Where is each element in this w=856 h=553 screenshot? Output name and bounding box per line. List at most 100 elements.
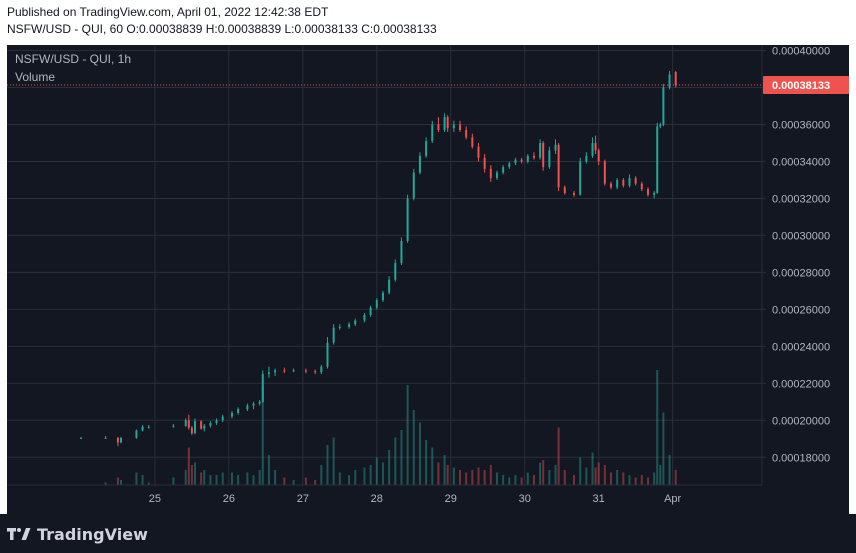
volume-bar	[640, 475, 643, 485]
candle-body	[653, 192, 656, 195]
volume-bar	[502, 475, 505, 485]
volume-bar	[141, 475, 144, 485]
volume-bar	[104, 482, 107, 485]
volume-bar	[646, 477, 649, 485]
volume-bar	[532, 475, 535, 485]
snapshot-header: Published on TradingView.com, April 01, …	[0, 0, 856, 44]
volume-bar	[388, 450, 391, 485]
price-tick-label: 0.00030000	[772, 230, 830, 242]
candle-body	[539, 142, 542, 158]
volume-bar	[394, 437, 397, 485]
price-tick-label: 0.00018000	[772, 452, 830, 464]
candle-body	[314, 371, 317, 373]
volume-bar	[354, 470, 357, 485]
volume-bar	[539, 462, 542, 485]
brand-text: TradingView	[37, 524, 148, 544]
ohlc-readout: NSFW/USD - QUI, 60 O:0.00038839 H:0.0003…	[7, 22, 437, 36]
time-tick-label: 30	[519, 493, 531, 505]
candle-body	[425, 141, 428, 156]
price-tick-label: 0.00034000	[772, 156, 830, 168]
candle-body	[230, 412, 233, 417]
tradingview-logo[interactable]: TradingView	[7, 524, 148, 544]
volume-bar	[526, 472, 529, 485]
candle-body	[412, 172, 415, 199]
candle-body	[116, 437, 119, 443]
candle-body	[104, 437, 107, 439]
volume-bar	[237, 475, 240, 485]
candle-body	[640, 183, 643, 190]
price-chart[interactable]: 0.000400000.000380000.000360000.00034000…	[7, 45, 849, 514]
candle-body	[283, 370, 286, 372]
candle-body	[585, 155, 588, 162]
candle-body	[483, 157, 486, 169]
volume-bar	[215, 475, 218, 485]
price-tick-label: 0.00024000	[772, 341, 830, 353]
candle-body	[292, 370, 295, 372]
candle-body	[215, 420, 218, 424]
candle-body	[443, 117, 446, 131]
volume-bar	[246, 472, 249, 485]
volume-bar	[209, 475, 212, 485]
volume-bar	[585, 467, 588, 485]
volume-bar	[437, 462, 440, 485]
volume-bar	[320, 465, 323, 485]
legend-symbol: NSFW/USD - QUI, 1h	[15, 52, 132, 66]
candle-body	[495, 172, 498, 179]
candle-body	[172, 425, 175, 427]
volume-bar	[400, 430, 403, 485]
volume-bar	[653, 472, 656, 485]
candle-body	[135, 430, 138, 438]
candle-body	[418, 155, 421, 173]
candle-body	[252, 403, 255, 406]
time-axis-ticks: 25 26 27 28 29 30 31 Apr	[149, 493, 682, 505]
candle-body	[668, 74, 671, 88]
candle-body	[656, 126, 659, 193]
volume-bar	[381, 462, 384, 485]
time-tick-label: 26	[223, 493, 235, 505]
price-tick-label: 0.00022000	[772, 378, 830, 390]
candle-body	[141, 426, 144, 431]
volume-bar	[634, 477, 637, 485]
volume-bar	[304, 477, 307, 485]
volume-bar	[674, 470, 677, 485]
volume-bar	[369, 465, 372, 485]
footer: TradingView	[0, 514, 856, 553]
volume-bar	[116, 477, 119, 485]
candle-body	[557, 144, 560, 188]
candle-body	[526, 155, 529, 162]
candle-body	[610, 183, 612, 188]
volume-bar	[659, 465, 662, 485]
volume-bar	[230, 472, 233, 485]
volume-bar	[314, 480, 317, 485]
candle-body	[431, 124, 434, 142]
candle-body	[662, 87, 665, 125]
candle-body	[603, 161, 606, 184]
candle-body	[190, 427, 193, 434]
candle-body	[381, 292, 384, 301]
volume-bar	[495, 472, 498, 485]
volume-bar	[135, 472, 138, 485]
volume-bar	[459, 470, 461, 485]
volume-bar	[425, 440, 428, 485]
volume-bar	[477, 467, 480, 485]
chart-area[interactable]: 0.000400000.000380000.000360000.00034000…	[7, 45, 849, 514]
volume-bar	[662, 412, 665, 485]
candle-body	[548, 150, 551, 168]
candle-body	[634, 178, 637, 184]
volume-bar	[573, 475, 576, 485]
candle-body	[400, 240, 403, 264]
time-tick-label: 29	[445, 493, 457, 505]
volume-bar	[554, 465, 557, 485]
candle-body	[203, 425, 206, 429]
vertical-gridlines	[154, 45, 674, 485]
volume-bar	[348, 475, 351, 485]
candle-body	[304, 370, 307, 372]
candle-body	[471, 137, 474, 147]
candle-body	[120, 437, 123, 443]
volume-bar	[406, 385, 409, 485]
candle-body	[375, 300, 378, 308]
candle-body	[354, 320, 357, 325]
candle-body	[465, 130, 468, 138]
candle-body	[622, 179, 625, 186]
price-tick-label: 0.00036000	[772, 119, 830, 131]
